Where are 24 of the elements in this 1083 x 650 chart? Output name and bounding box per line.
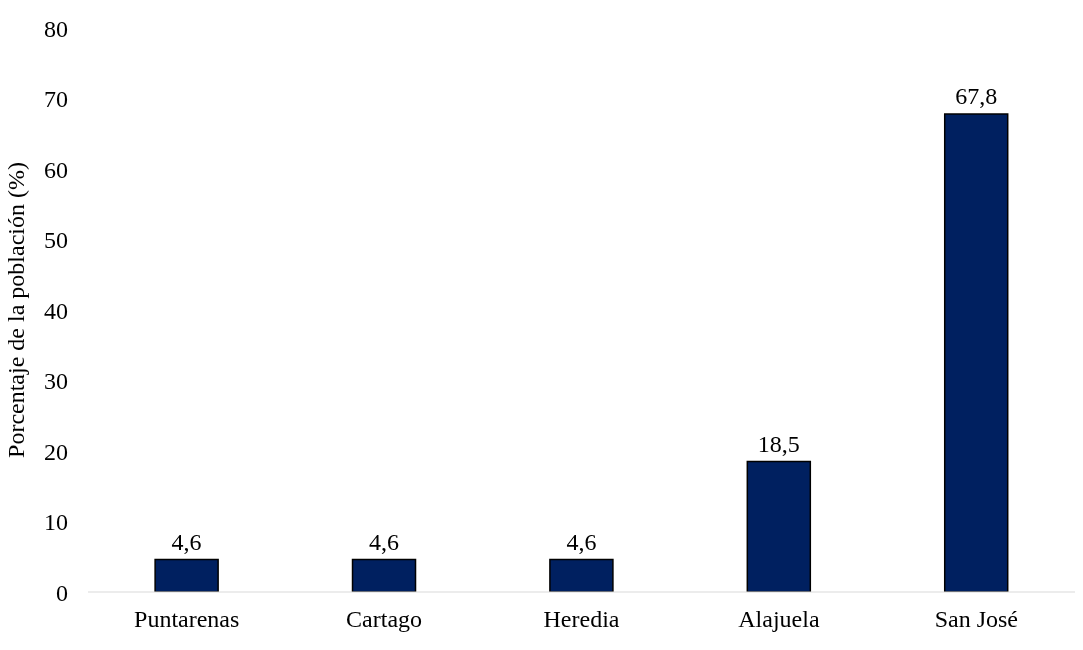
y-tick-label: 10 xyxy=(44,509,68,536)
data-label: 4,6 xyxy=(171,528,202,555)
data-label: 67,8 xyxy=(955,83,998,110)
y-tick-label: 60 xyxy=(44,156,68,183)
y-tick-label: 30 xyxy=(44,368,68,395)
y-tick-label: 40 xyxy=(44,297,68,324)
x-tick-label: Alajuela xyxy=(738,606,820,633)
y-tick-label: 80 xyxy=(44,15,68,42)
x-tick-label: San José xyxy=(934,606,1018,633)
bar xyxy=(746,460,812,592)
x-tick-label: Cartago xyxy=(346,606,423,633)
bar xyxy=(943,113,1009,592)
data-label: 4,6 xyxy=(566,528,597,555)
data-label: 4,6 xyxy=(369,528,400,555)
y-tick-label: 70 xyxy=(44,86,68,113)
data-label: 18,5 xyxy=(757,430,800,457)
bar xyxy=(351,558,417,592)
x-tick-label: Heredia xyxy=(543,606,620,633)
y-tick-label: 20 xyxy=(44,438,68,465)
x-tick-label: Puntarenas xyxy=(134,606,240,633)
bar xyxy=(154,558,219,592)
y-tick-label: 0 xyxy=(56,579,68,606)
bar xyxy=(549,558,614,592)
y-tick-label: 50 xyxy=(44,227,68,254)
